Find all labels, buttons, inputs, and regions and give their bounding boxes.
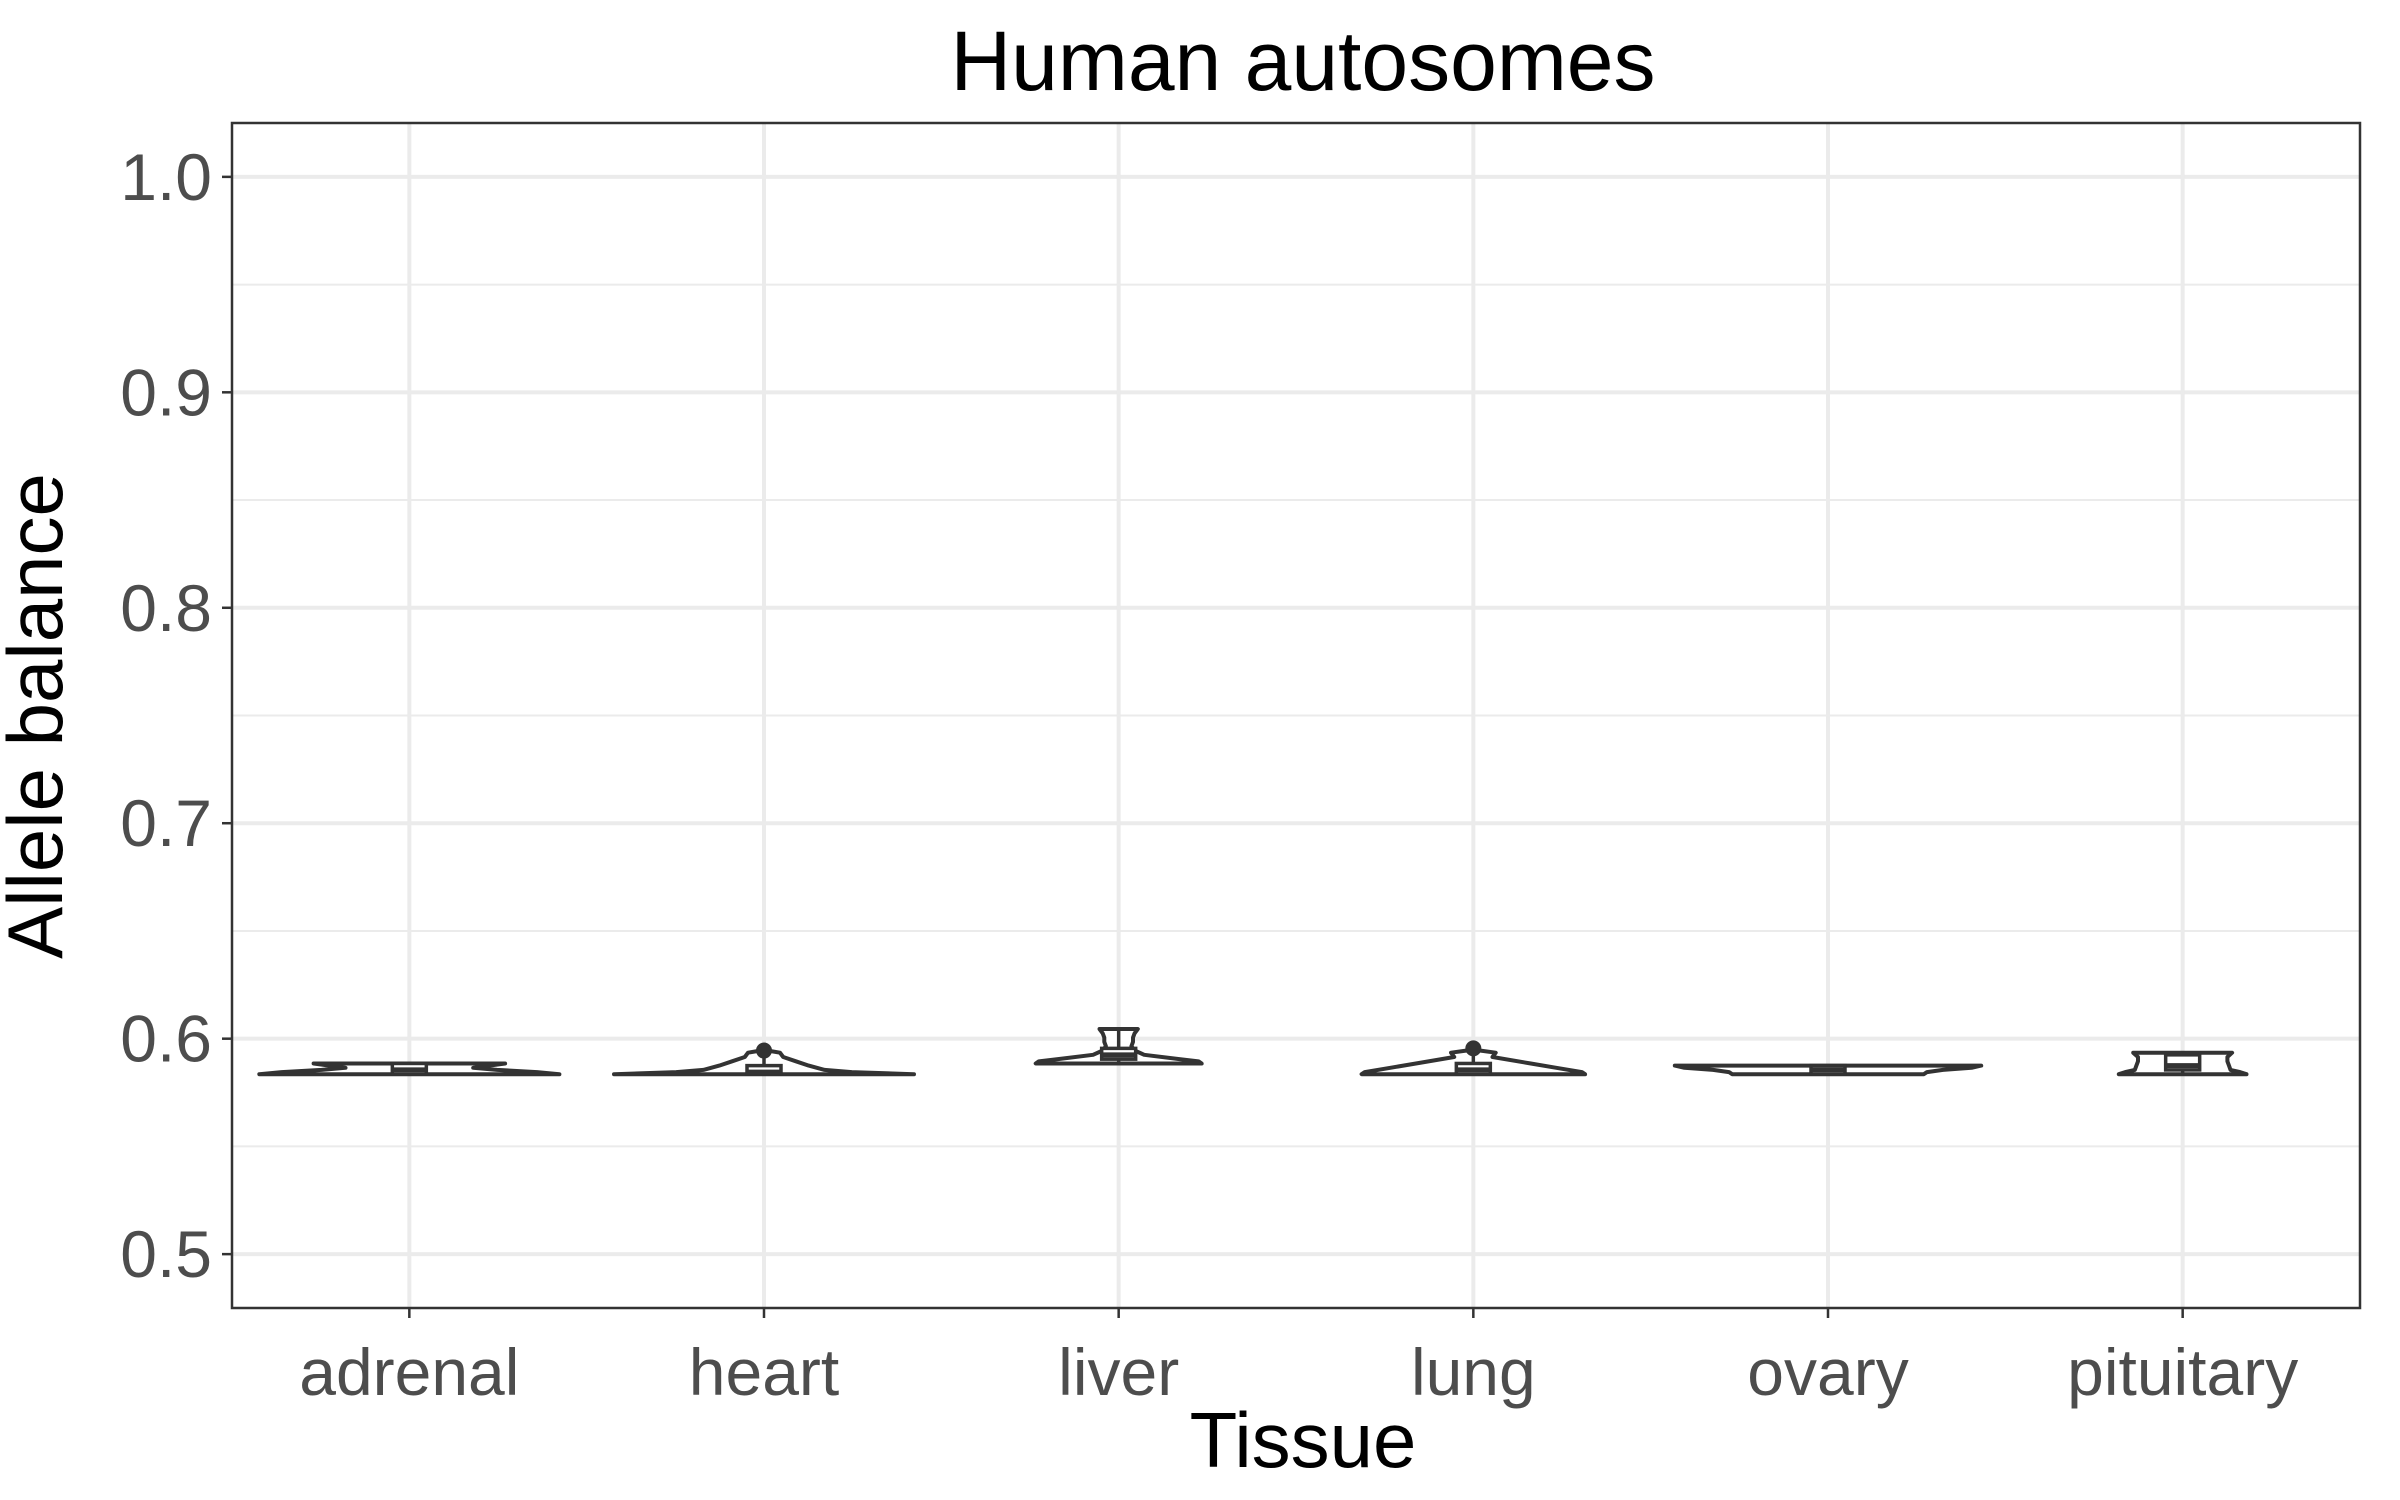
outlier-point <box>1465 1040 1482 1057</box>
violin-group-pituitary <box>2116 1050 2249 1077</box>
plot-panel <box>230 121 2362 1310</box>
y-tick-label: 0.5 <box>120 1217 212 1291</box>
violins <box>257 1027 2249 1077</box>
chart-title: Human autosomes <box>950 14 1655 108</box>
y-tick-label: 0.6 <box>120 1002 212 1076</box>
axis-ticks: 0.5 0.6 0.7 0.8 0.9 1.0 adrenal heart liver lung o… <box>120 140 2298 1409</box>
y-tick-label: 0.7 <box>120 786 212 860</box>
x-tick-label: pituitary <box>2067 1335 2298 1409</box>
x-axis-title: Tissue <box>1190 1396 1417 1484</box>
y-tick-label: 1.0 <box>120 140 212 214</box>
y-axis-title: Allele balance <box>0 473 79 959</box>
x-tick-label: heart <box>689 1335 839 1409</box>
y-tick-label: 0.9 <box>120 355 212 429</box>
violin-group-adrenal <box>257 1061 562 1077</box>
x-tick-label: lung <box>1411 1335 1536 1409</box>
y-tick-label: 0.8 <box>120 571 212 645</box>
grid-lines <box>232 123 2360 1308</box>
x-tick-label: adrenal <box>299 1335 519 1409</box>
violin-group-ovary <box>1672 1063 1984 1077</box>
violin-group-heart <box>612 1042 916 1077</box>
x-tick-label: ovary <box>1747 1335 1908 1409</box>
outlier-point <box>756 1042 772 1059</box>
violin-group-lung <box>1359 1040 1588 1077</box>
violin-group-liver <box>1033 1027 1204 1066</box>
x-tick-label: liver <box>1058 1335 1179 1409</box>
